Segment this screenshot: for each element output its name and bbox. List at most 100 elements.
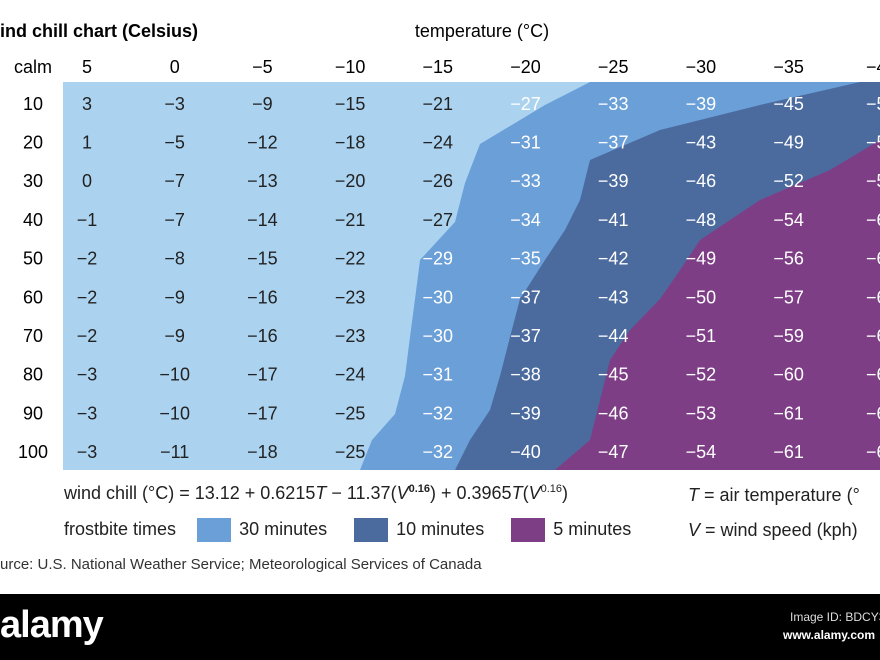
cell: −3: [77, 403, 98, 423]
brand: alamy: [0, 604, 104, 646]
v-note: V = wind speed (kph): [688, 520, 858, 541]
formula-symbol: T: [315, 483, 327, 503]
cell: −32: [423, 403, 454, 423]
cell: −48: [686, 210, 717, 230]
cell: −49: [686, 249, 717, 269]
row-label: 20: [23, 132, 43, 152]
cell: −16: [247, 326, 278, 346]
cell: −32: [423, 442, 454, 462]
cell: −16: [247, 287, 278, 307]
cell: −31: [423, 365, 454, 385]
cell: −37: [598, 132, 629, 152]
cell: −1: [77, 210, 98, 230]
cell: −3: [164, 94, 185, 114]
image-id: Image ID: BDCY3: [790, 610, 880, 624]
cell: −33: [598, 94, 629, 114]
cell: −9: [164, 326, 185, 346]
cell: −43: [686, 132, 717, 152]
cell: −18: [247, 442, 278, 462]
footer: alamy Image ID: BDCY3 www.alamy.com: [0, 594, 880, 660]
cell: −11: [160, 442, 189, 462]
cell: −17: [247, 403, 278, 423]
cell: −43: [598, 287, 629, 307]
zone-5-min: [555, 140, 880, 470]
cell: 1: [82, 132, 92, 152]
formula-text: ) + 0.3965: [430, 483, 512, 503]
cell: −61: [773, 442, 804, 462]
cell: −14: [247, 210, 278, 230]
formula-text: wind chill (°C) = 13.12 + 0.6215: [64, 483, 316, 503]
column-header: −5: [252, 57, 273, 77]
row-label: 100: [18, 442, 48, 462]
cell: −2: [77, 326, 98, 346]
cell: −12: [247, 132, 278, 152]
cell: −8: [164, 249, 185, 269]
legend-item: 30 minutes: [239, 518, 328, 539]
formula-exp: 0.16: [540, 483, 562, 495]
cell: −56: [773, 249, 804, 269]
source: urce: U.S. National Weather Service; Met…: [0, 556, 482, 573]
cell: 0: [82, 171, 92, 191]
formula-text: (: [522, 483, 529, 503]
formula: wind chill (°C) = 13.12 + 0.6215T − 11.3…: [64, 483, 568, 504]
cell: −21: [335, 210, 366, 230]
cell: −46: [598, 403, 629, 423]
cell: −6: [866, 210, 880, 230]
cell: −37: [510, 326, 541, 346]
cell: −45: [598, 365, 629, 385]
cell: −30: [423, 326, 454, 346]
cell: −38: [510, 365, 541, 385]
row-label: 70: [23, 326, 43, 346]
cell: −18: [335, 132, 366, 152]
formula-symbol: V: [528, 483, 541, 503]
cell: −27: [423, 210, 454, 230]
cell: −10: [159, 365, 190, 385]
cell: −6: [866, 249, 880, 269]
cell: −52: [686, 365, 717, 385]
column-header: −20: [510, 57, 541, 77]
note-text: = wind speed (kph): [700, 520, 858, 540]
row-label: 60: [23, 287, 43, 307]
column-header: −4: [866, 57, 880, 77]
cell: −31: [510, 132, 541, 152]
cell: −57: [773, 287, 804, 307]
column-header: −25: [598, 57, 629, 77]
cell: −9: [164, 287, 185, 307]
title: ind chill chart (Celsius): [0, 21, 198, 41]
cell: −26: [423, 171, 454, 191]
cell: −34: [510, 210, 541, 230]
cell: −6: [866, 403, 880, 423]
cell: −53: [686, 403, 717, 423]
cell: −3: [77, 365, 98, 385]
column-header: −35: [773, 57, 804, 77]
legend: frostbite times 30 minutes 10 minutes 5 …: [64, 518, 631, 542]
column-header: 5: [82, 57, 92, 77]
legend-swatch: [511, 518, 546, 542]
cell: −9: [252, 94, 273, 114]
formula-text: ): [562, 483, 568, 503]
t-note: T = air temperature (°: [688, 485, 860, 506]
cell: −15: [247, 249, 278, 269]
cell: −50: [686, 287, 717, 307]
column-header: −15: [423, 57, 454, 77]
row-label: 10: [23, 94, 43, 114]
cell: −27: [510, 94, 541, 114]
column-header: 0: [170, 57, 180, 77]
cell: −61: [773, 403, 804, 423]
legend-swatch: [354, 518, 389, 542]
cell: −21: [423, 94, 454, 114]
cell: 3: [82, 94, 92, 114]
note-text: = air temperature (°: [699, 485, 860, 505]
header-label: temperature (°C): [415, 21, 549, 41]
cell: −6: [866, 365, 880, 385]
row-label: 80: [23, 365, 43, 385]
column-header: −10: [335, 57, 366, 77]
cell: −25: [335, 403, 366, 423]
cell: −37: [510, 287, 541, 307]
cell: −47: [598, 442, 629, 462]
cell: −5: [164, 132, 185, 152]
cell: −42: [598, 249, 629, 269]
formula-symbol: V: [396, 483, 409, 503]
cell: −10: [159, 403, 190, 423]
